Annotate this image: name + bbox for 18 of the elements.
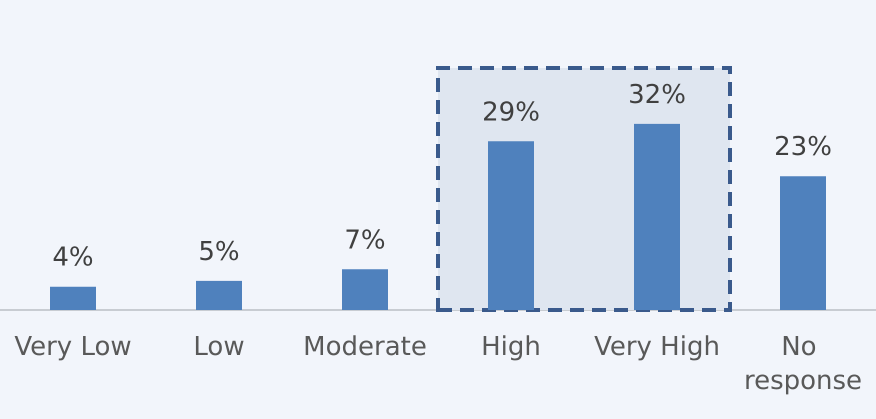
x-tick-label: No response [744,332,862,396]
data-label: 5% [198,236,240,267]
x-tick-label: Low [193,332,245,362]
data-label: 23% [774,132,832,162]
data-label: 7% [344,225,386,256]
bar [50,286,96,310]
bar [780,176,826,310]
data-label: 4% [52,242,94,273]
bar [196,280,242,310]
x-tick-label: High [481,332,541,362]
bar [634,124,680,310]
data-label: 29% [482,97,540,128]
x-tick-label: Moderate [303,332,427,362]
data-label: 32% [628,80,686,110]
bar [342,269,388,310]
x-tick-label: Very Low [14,332,132,362]
bar [488,141,534,310]
x-tick-label: Very High [594,332,720,362]
